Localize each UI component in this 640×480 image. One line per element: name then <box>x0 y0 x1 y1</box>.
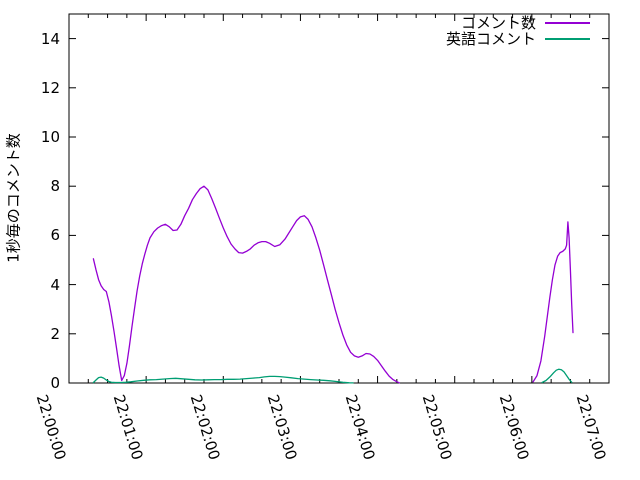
y-tick-label: 14 <box>40 29 60 48</box>
legend-label: 英語コメント <box>445 30 536 48</box>
legend-line-sample <box>545 38 590 40</box>
legend-line-sample <box>545 22 590 24</box>
legend-entry-comments: コメント数 <box>446 15 590 31</box>
y-tick-label: 2 <box>50 324 60 343</box>
plot-frame <box>68 13 610 384</box>
legend: コメント数 英語コメント <box>446 15 590 47</box>
legend-label: コメント数 <box>460 14 536 32</box>
comments-line <box>532 221 574 383</box>
y-tick-label: 6 <box>50 226 60 245</box>
legend-entry-english-comments: 英語コメント <box>446 31 590 47</box>
english-comments-line <box>541 368 573 384</box>
comments-line <box>92 185 401 384</box>
y-tick-label: 0 <box>50 374 60 392</box>
y-tick-label: 12 <box>40 78 60 97</box>
english-comments-line <box>92 375 354 384</box>
y-tick-label: 10 <box>40 128 60 146</box>
y-tick-label: 8 <box>50 177 60 196</box>
y-tick-label: 4 <box>50 275 60 294</box>
